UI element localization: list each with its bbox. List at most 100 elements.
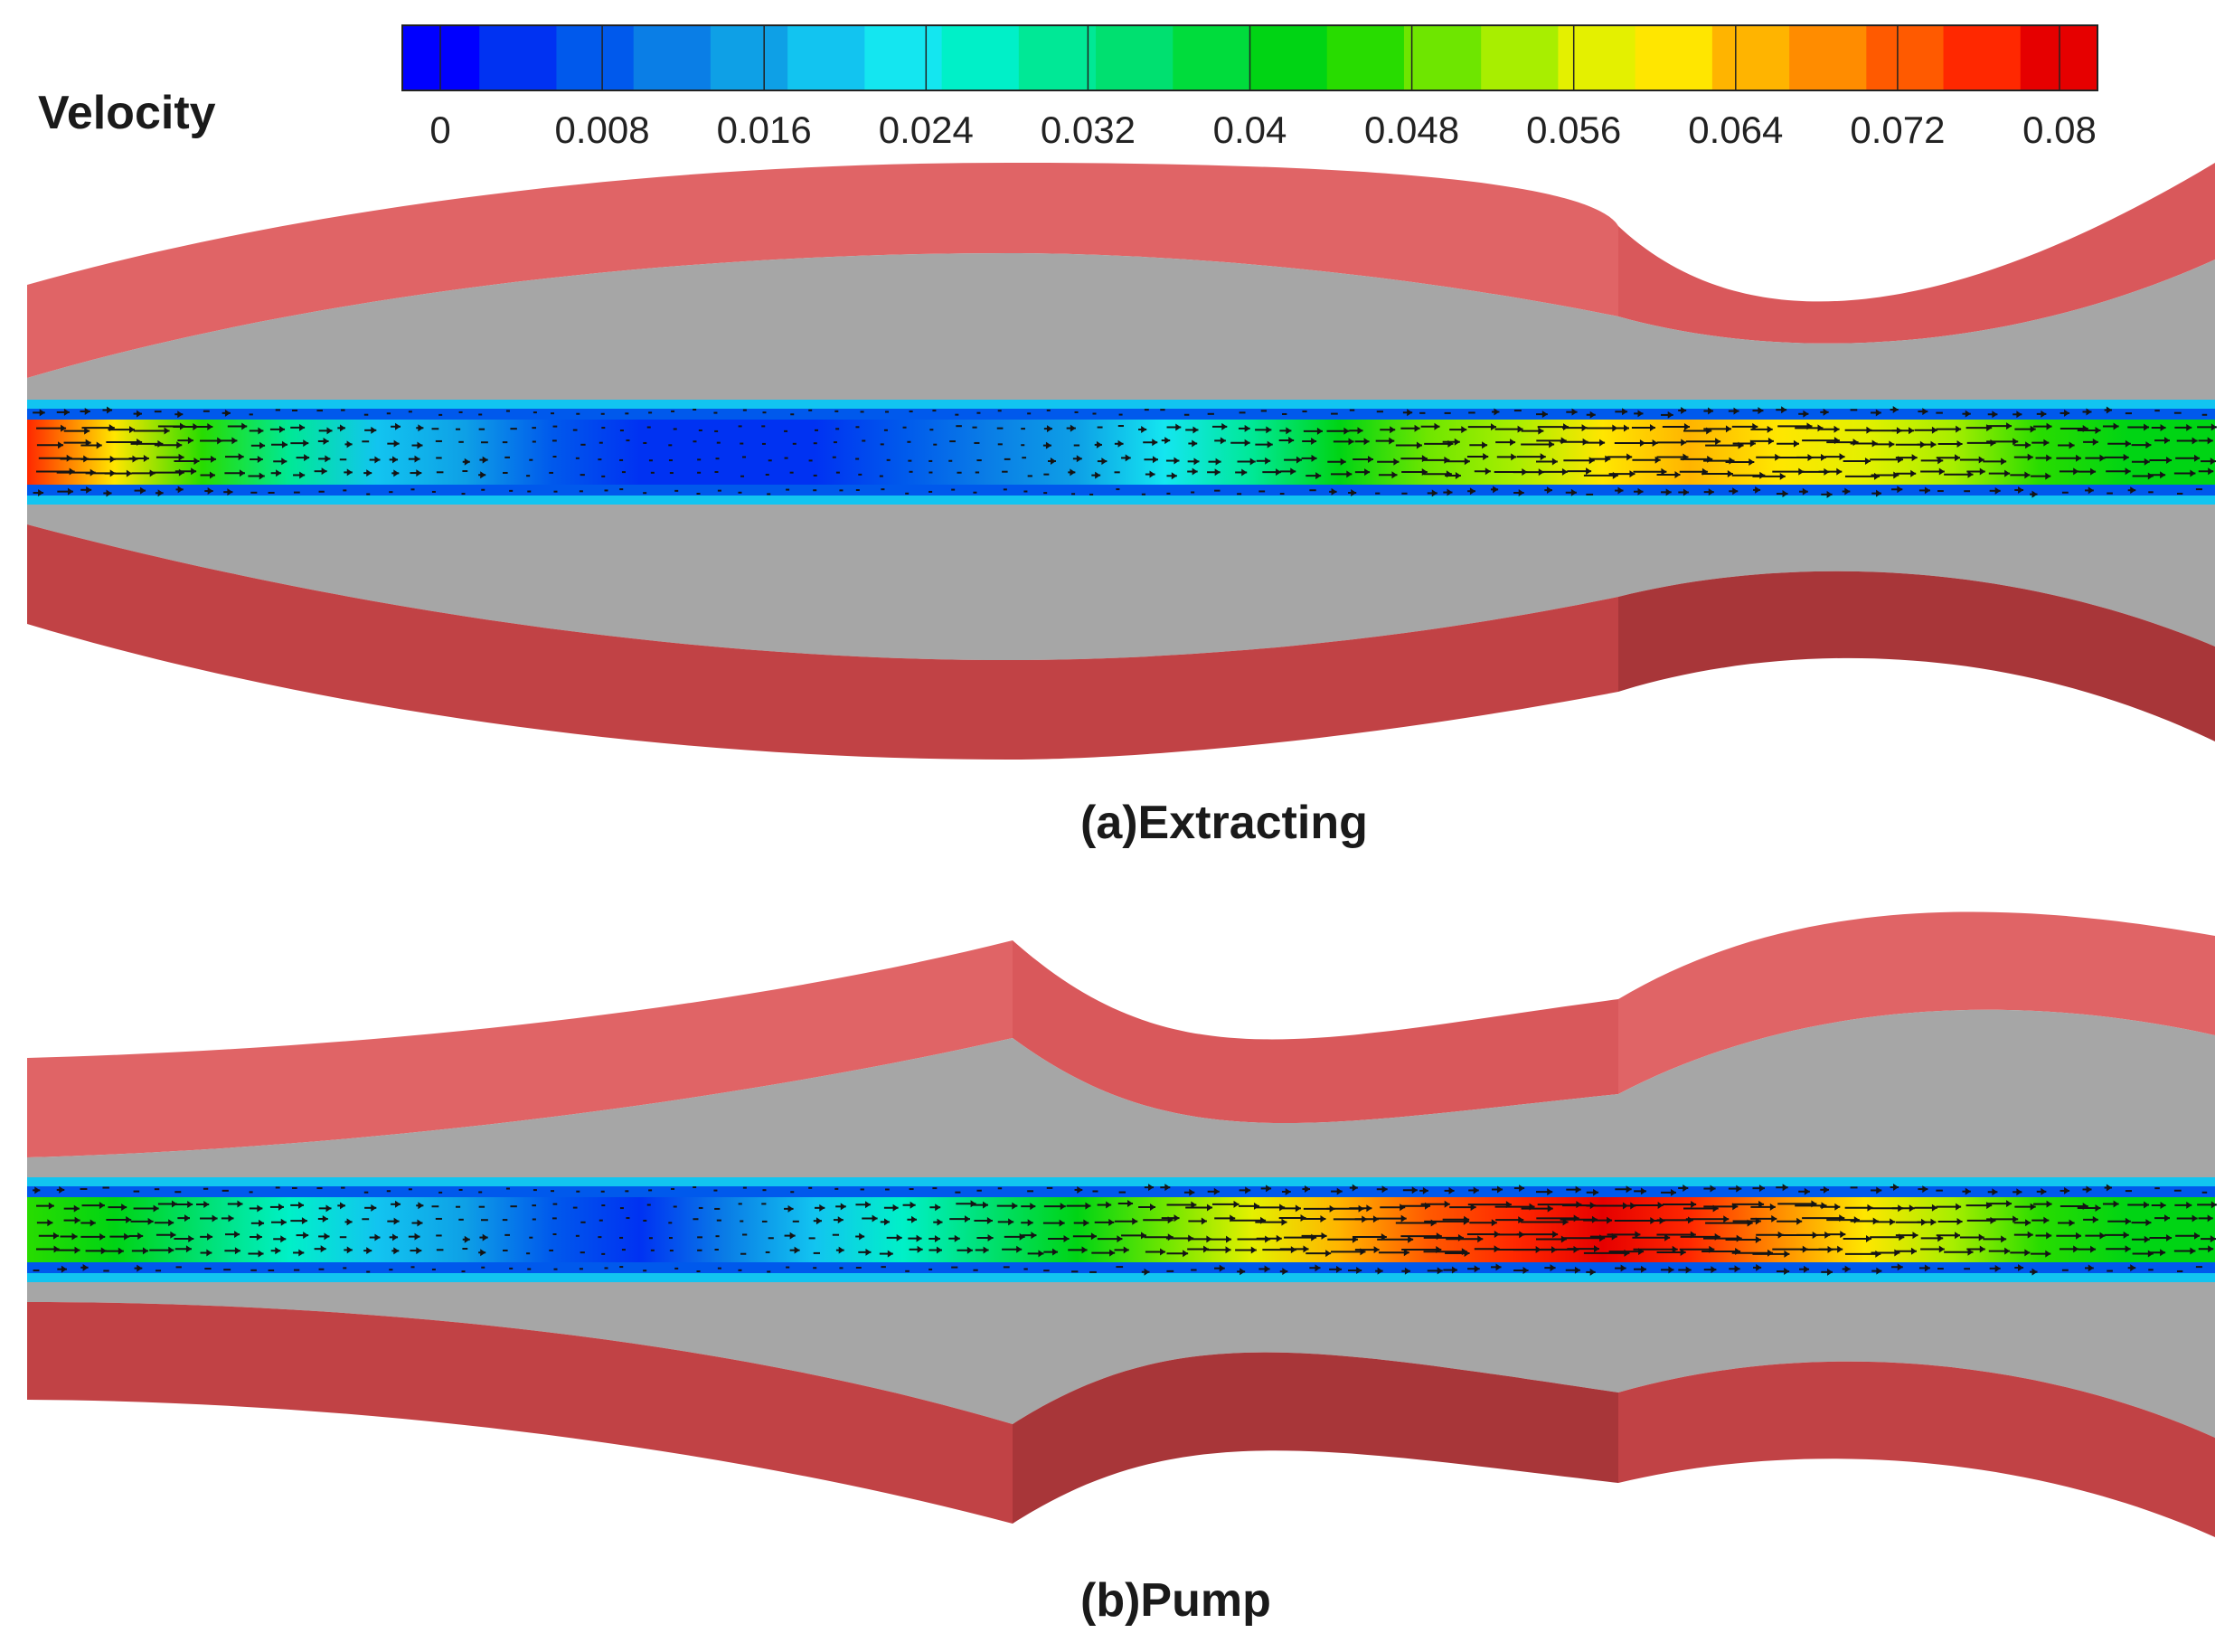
velocity-vector-head — [228, 1214, 234, 1222]
velocity-vector-head — [234, 1231, 240, 1239]
velocity-vector-head — [1910, 469, 1917, 477]
velocity-vector-head — [1132, 1217, 1138, 1225]
velocity-vector-head — [1909, 1204, 1915, 1213]
velocity-vector-head — [1152, 456, 1158, 464]
velocity-vector-head — [2160, 423, 2166, 431]
velocity-vector-head — [418, 424, 424, 432]
velocity-vector-head — [1016, 1245, 1023, 1253]
velocity-vector-head — [1286, 427, 1292, 435]
velocity-vector-head — [789, 1232, 796, 1240]
velocity-vector-head — [1522, 1266, 1529, 1274]
velocity-vector-head — [206, 1249, 212, 1257]
velocity-vector-head — [99, 1232, 106, 1241]
velocity-vector-head — [2092, 438, 2098, 446]
velocity-vector-head — [1276, 1234, 1282, 1242]
velocity-vector-head — [1570, 488, 1577, 496]
velocity-vector-head — [281, 440, 287, 448]
velocity-vector-head — [1160, 1248, 1166, 1256]
velocity-vector-head — [1220, 437, 1226, 445]
velocity-vector-head — [303, 439, 309, 448]
velocity-vector-head — [1336, 1187, 1343, 1195]
velocity-vector-head — [203, 1200, 210, 1208]
velocity-vector-head — [1654, 456, 1661, 464]
velocity-vector-head — [859, 1232, 865, 1241]
velocity-vector-head — [2144, 1201, 2150, 1209]
velocity-vector-head — [2024, 471, 2031, 479]
velocity-vector-head — [1875, 409, 1881, 417]
velocity-vector-head — [187, 437, 193, 445]
velocity-vector-head — [1683, 422, 1690, 430]
velocity-vector-head — [872, 1214, 878, 1222]
velocity-vector-head — [1893, 1184, 1899, 1192]
velocity-vector-head — [1357, 427, 1363, 435]
velocity-vector-head — [1691, 1200, 1697, 1208]
velocity-vector-head — [2208, 1245, 2214, 1253]
velocity-vector-head — [188, 1235, 194, 1243]
velocity-vector-head — [1416, 441, 1422, 449]
velocity-vector-head — [1421, 468, 1428, 477]
velocity-vector-head — [1599, 439, 1606, 447]
velocity-vector-head — [1876, 1186, 1882, 1194]
velocity-vector-head — [395, 1200, 401, 1208]
velocity-vector-head — [177, 411, 184, 419]
velocity-vector-head — [1894, 1249, 1900, 1257]
velocity-vector-head — [346, 440, 353, 448]
velocity-vector-head — [1681, 439, 1687, 447]
velocity-vector-head — [2194, 1232, 2201, 1240]
velocity-vector-head — [1215, 458, 1221, 466]
velocity-vector-head — [1407, 409, 1413, 417]
velocity-vector-head — [346, 1246, 353, 1254]
velocity-vector-head — [210, 471, 216, 479]
velocity-vector-head — [1391, 471, 1398, 479]
velocity-vector-head — [1364, 468, 1371, 477]
velocity-vector-head — [258, 427, 264, 435]
colorbar-band — [633, 25, 712, 90]
colorbar-tick-label: 0.08 — [2022, 109, 2097, 151]
velocity-vector-head — [256, 1232, 262, 1241]
velocity-vector-head — [366, 469, 372, 477]
velocity-vector-head — [1219, 1264, 1225, 1272]
velocity-vector-head — [1281, 1218, 1287, 1226]
velocity-vector-head — [1141, 426, 1147, 434]
velocity-vector-head — [1106, 1201, 1112, 1209]
velocity-vector-head — [207, 1232, 213, 1241]
velocity-vector-head — [1617, 486, 1624, 495]
velocity-vector-head — [2207, 437, 2213, 445]
velocity-vector-head — [1285, 1187, 1291, 1195]
velocity-vector-head — [1434, 422, 1440, 430]
velocity-vector-head — [1117, 1235, 1123, 1243]
velocity-vector-head — [1732, 487, 1739, 496]
velocity-vector-head — [257, 1204, 263, 1213]
velocity-vector-head — [1221, 422, 1228, 430]
velocity-vector-head — [1767, 437, 1774, 445]
velocity-vector-head — [1477, 1235, 1484, 1243]
velocity-vector-head — [1127, 1200, 1134, 1208]
velocity-vector-head — [1125, 454, 1131, 462]
velocity-vector-head — [986, 1216, 993, 1224]
velocity-vector-head — [1109, 1249, 1116, 1257]
velocity-vector-head — [417, 1219, 423, 1227]
velocity-vector-head — [322, 1214, 328, 1222]
velocity-vector-head — [2045, 1250, 2051, 1258]
velocity-vector-head — [84, 407, 90, 415]
velocity-vector-head — [371, 1204, 377, 1212]
velocity-vector-head — [371, 426, 377, 434]
velocity-vector-head — [1657, 1201, 1664, 1209]
velocity-vector-head — [2210, 1235, 2216, 1243]
velocity-vector-head — [1683, 488, 1689, 496]
velocity-vector-head — [2076, 1232, 2082, 1240]
velocity-vector-head — [178, 453, 184, 461]
velocity-vector-head — [168, 1246, 174, 1254]
velocity-vector-head — [1817, 424, 1824, 432]
velocity-vector-head — [61, 424, 67, 432]
velocity-vector-head — [257, 455, 263, 463]
velocity-vector-head — [2130, 1264, 2136, 1272]
velocity-vector-head — [61, 1265, 67, 1273]
velocity-vector-head — [1965, 410, 1971, 418]
velocity-vector-head — [276, 469, 282, 477]
colorbar-band — [1789, 25, 1867, 90]
velocity-vector-head — [2046, 422, 2052, 430]
upper-wall-a-right — [1618, 163, 2215, 344]
